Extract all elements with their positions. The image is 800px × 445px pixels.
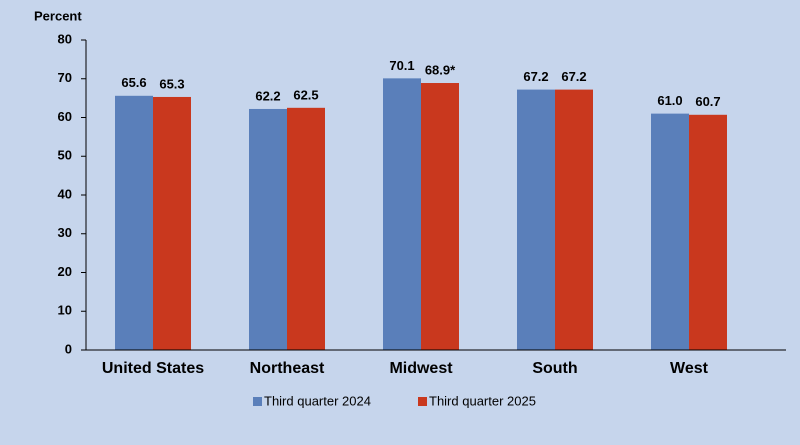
y-tick-label: 50 — [58, 148, 72, 163]
bar — [555, 89, 593, 350]
bar — [249, 108, 287, 350]
y-axis-label: Percent — [34, 8, 82, 23]
y-tick-label: 70 — [58, 70, 72, 85]
bar — [421, 83, 459, 350]
y-tick-label: 0 — [65, 341, 72, 356]
value-label: 68.9* — [425, 62, 456, 77]
value-label: 67.2 — [523, 69, 548, 84]
bar — [517, 89, 555, 350]
value-label: 70.1 — [389, 58, 414, 73]
y-tick-label: 10 — [58, 303, 72, 318]
x-tick-label: South — [532, 360, 577, 377]
legend-swatch — [253, 397, 262, 406]
bar — [115, 95, 153, 350]
x-tick-label: United States — [102, 360, 204, 377]
value-label: 61.0 — [657, 93, 682, 108]
bar — [153, 96, 191, 351]
legend-label: Third quarter 2024 — [264, 393, 371, 408]
x-tick-label: West — [670, 360, 709, 377]
value-label: 65.6 — [121, 75, 146, 90]
y-tick-label: 40 — [58, 186, 72, 201]
value-label: 62.2 — [255, 88, 280, 103]
y-tick-label: 80 — [58, 31, 72, 46]
x-tick-label: Midwest — [389, 360, 453, 377]
value-label: 60.7 — [695, 94, 720, 109]
x-tick-label: Northeast — [250, 360, 325, 377]
value-label: 67.2 — [561, 69, 586, 84]
value-label: 65.3 — [159, 76, 184, 91]
bar — [689, 114, 727, 350]
y-tick-label: 60 — [58, 109, 72, 124]
bar — [651, 113, 689, 350]
bar — [287, 107, 325, 350]
bar — [383, 78, 421, 351]
value-label: 62.5 — [293, 87, 318, 102]
legend-swatch — [418, 397, 427, 406]
legend-label: Third quarter 2025 — [429, 393, 536, 408]
y-tick-label: 30 — [58, 225, 72, 240]
y-tick-label: 20 — [58, 264, 72, 279]
